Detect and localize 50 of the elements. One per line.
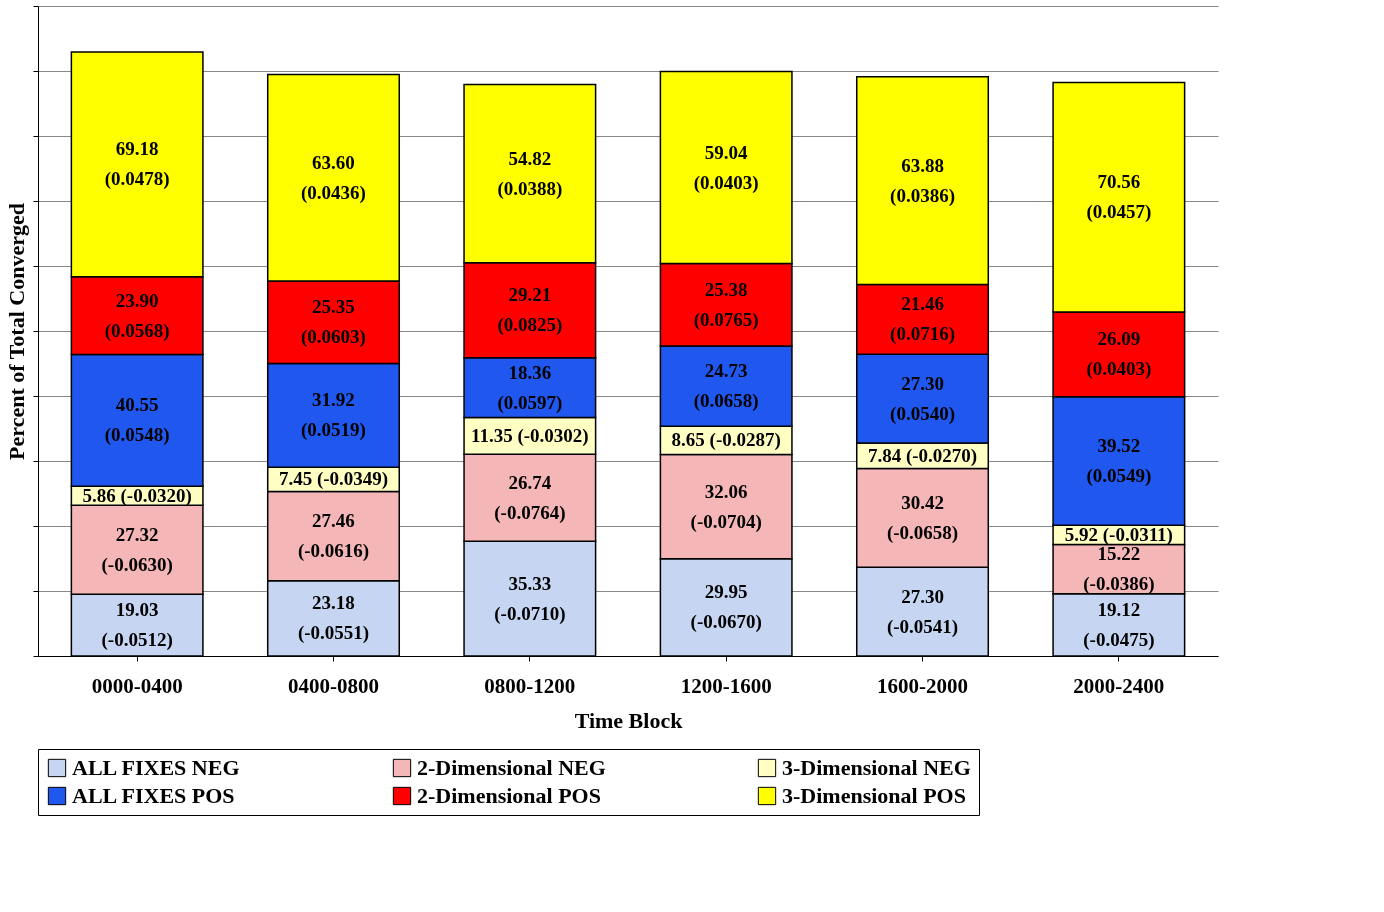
data-label: 7.84 (-0.0270)	[867, 444, 978, 467]
data-label: 26.74 (-0.0764)	[494, 471, 566, 524]
data-label: 11.35 (-0.0302)	[470, 424, 589, 447]
data-label: 27.30 (0.0540)	[890, 372, 955, 425]
data-label: 63.60 (0.0436)	[301, 151, 366, 204]
data-label: 8.65 (-0.0287)	[671, 429, 781, 452]
legend-label: 2-Dimensional POS	[417, 783, 601, 808]
data-label: 5.92 (-0.0311)	[1064, 523, 1173, 546]
legend-label: 3-Dimensional NEG	[782, 755, 971, 780]
legend-label: 3-Dimensional POS	[782, 783, 966, 808]
x-axis-title: Time Block	[574, 707, 684, 733]
data-label: 29.95 (-0.0670)	[690, 581, 762, 634]
data-label: 39.52 (0.0549)	[1086, 434, 1152, 487]
data-label: 15.22 (-0.0386)	[1083, 543, 1155, 596]
data-label: 5.86 (-0.0320)	[82, 484, 192, 507]
data-label: 69.18 (0.0478)	[104, 138, 170, 191]
data-label: 32.06 (-0.0704)	[690, 480, 762, 533]
data-label: 21.46 (0.0716)	[890, 293, 955, 346]
data-label: 25.38 (0.0765)	[693, 278, 759, 331]
data-label: 40.55 (0.0548)	[104, 394, 170, 447]
data-label: 19.03 (-0.0512)	[101, 599, 173, 652]
x-tick-label: 1600-2000	[877, 673, 969, 698]
data-label: 27.46 (-0.0616)	[297, 510, 370, 563]
data-label: 23.90 (0.0568)	[104, 289, 170, 342]
data-label: 24.73 (0.0658)	[693, 360, 759, 413]
data-label: 35.33 (-0.0710)	[494, 572, 566, 625]
data-label: 70.56 (0.0457)	[1086, 171, 1152, 224]
data-label: 26.09 (0.0403)	[1086, 328, 1152, 381]
data-label: 23.18 (-0.0551)	[297, 592, 370, 645]
legend-label: 2-Dimensional NEG	[417, 755, 606, 780]
data-label: 27.32 (-0.0630)	[101, 523, 173, 576]
data-label: 25.35 (0.0603)	[301, 296, 366, 349]
y-axis-title: Percent of Total Converged	[4, 203, 29, 460]
data-label: 59.04 (0.0403)	[693, 141, 759, 194]
data-label: 19.12 (-0.0475)	[1083, 598, 1155, 651]
data-label: 29.21 (0.0825)	[497, 284, 563, 337]
data-label: 30.42 (-0.0658)	[886, 491, 959, 544]
x-tick-label: 0400-0800	[287, 673, 379, 698]
x-tick-label: 0800-1200	[484, 673, 576, 698]
data-label: 18.36 (0.0597)	[497, 361, 563, 414]
x-tick-label: 0000-0400	[91, 673, 183, 698]
data-label: 54.82 (0.0388)	[497, 147, 563, 200]
data-label: 63.88 (0.0386)	[890, 154, 955, 207]
data-label: 27.30 (-0.0541)	[886, 585, 959, 638]
x-tick-label: 2000-2400	[1073, 673, 1165, 698]
x-tick-label: 1200-1600	[680, 673, 772, 698]
data-label: 7.45 (-0.0349)	[278, 468, 389, 491]
legend-label: ALL FIXES NEG	[72, 755, 240, 780]
data-label: 31.92 (0.0519)	[301, 389, 366, 442]
legend-label: ALL FIXES POS	[72, 783, 235, 808]
